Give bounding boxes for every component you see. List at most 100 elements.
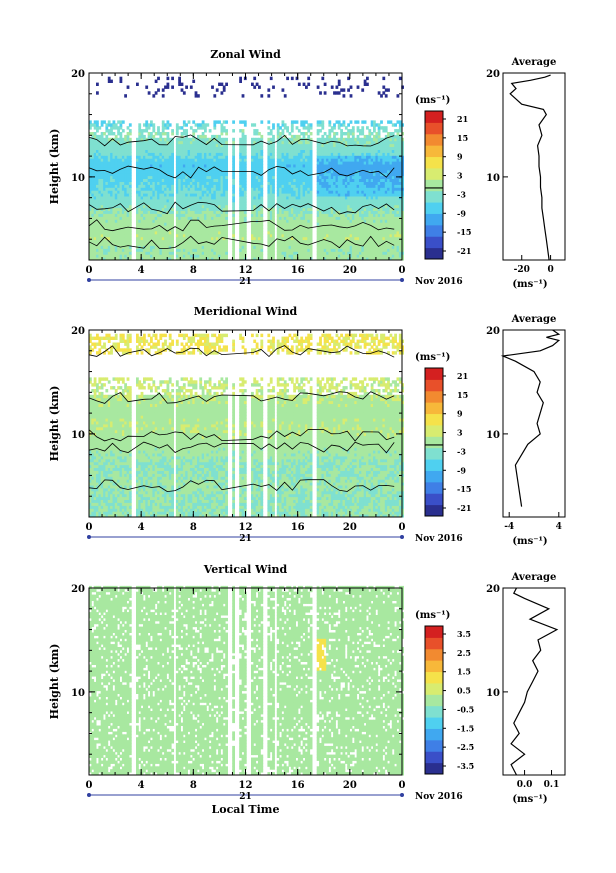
heatmap-cell: [288, 164, 292, 168]
heatmap-cell: [340, 190, 343, 194]
heatmap-cell: [307, 149, 311, 153]
heatmap-cell: [279, 248, 282, 252]
heatmap-cell: [189, 196, 193, 200]
heatmap-cell: [394, 228, 397, 232]
heatmap-cell: [241, 161, 245, 165]
heatmap-cell: [319, 248, 322, 252]
heatmap-cell: [382, 225, 386, 229]
heatmap-cell: [342, 228, 346, 232]
heatmap-cell: [283, 178, 287, 182]
heatmap-cell: [145, 181, 149, 185]
heatmap-cell: [114, 164, 118, 168]
heatmap-cell: [370, 210, 374, 214]
heatmap-cell: [136, 172, 139, 177]
heatmap-cell: [305, 178, 308, 182]
heatmap-cell: [342, 207, 346, 211]
heatmap-cell: [333, 216, 336, 220]
heatmap-cell: [356, 155, 360, 159]
heatmap-cell: [114, 166, 118, 171]
heatmap-cell: [175, 149, 179, 153]
heatmap-cell: [161, 233, 165, 238]
heatmap-cell: [114, 254, 118, 258]
heatmap-cell: [232, 219, 235, 223]
heatmap-cell: [326, 222, 329, 226]
heatmap-cell: [124, 169, 127, 174]
heatmap-cell: [267, 251, 271, 255]
heatmap-cell: [276, 210, 280, 214]
heatmap-cell: [335, 181, 339, 185]
heatmap-cell: [384, 196, 388, 200]
heatmap-cell: [387, 178, 390, 182]
heatmap-cell: [276, 181, 280, 185]
heatmap-cell: [340, 251, 343, 255]
heatmap-cell: [220, 222, 224, 226]
heatmap-cell: [140, 239, 144, 243]
heatmap-cell: [293, 187, 296, 191]
heatmap-cell: [281, 219, 285, 223]
heatmap-cell: [389, 198, 393, 203]
heatmap-cell: [222, 201, 226, 206]
heatmap-cell: [166, 149, 170, 153]
heatmap-cell: [110, 143, 113, 147]
heatmap-cell: [178, 143, 181, 147]
heatmap-cell: [384, 233, 388, 238]
heatmap-cell: [370, 254, 374, 258]
heatmap-cell: [363, 172, 367, 177]
heatmap-cell: [387, 230, 390, 235]
heatmap-cell: [91, 158, 95, 162]
heatmap-cell: [342, 230, 346, 235]
heatmap-cell: [330, 158, 334, 162]
heatmap-cell: [323, 201, 327, 206]
heatmap-cell: [232, 146, 235, 150]
heatmap-cell: [305, 158, 308, 162]
heatmap-cell: [189, 146, 193, 150]
heatmap-cell: [204, 164, 207, 168]
heatmap-cell: [204, 248, 207, 252]
heatmap-cell: [351, 222, 355, 226]
heatmap-cell: [370, 207, 374, 211]
heatmap-cell: [93, 245, 97, 249]
heatmap-cell: [387, 184, 390, 188]
heatmap-cell: [241, 222, 245, 226]
heatmap-cell: [225, 225, 228, 229]
heatmap-cell: [363, 245, 367, 249]
heatmap-cell: [258, 146, 261, 150]
heatmap-cell: [91, 257, 95, 261]
heatmap-cell: [185, 213, 188, 217]
heatmap-cell: [281, 181, 285, 185]
heatmap-cell: [356, 222, 360, 226]
heatmap-cell: [253, 190, 257, 194]
heatmap-cell: [178, 161, 181, 165]
heatmap-cell: [283, 204, 287, 209]
heatmap-cell: [93, 201, 97, 206]
heatmap-cell: [180, 251, 184, 255]
heatmap-cell: [251, 190, 254, 194]
heatmap-cell: [114, 187, 118, 191]
heatmap-cell: [112, 149, 116, 153]
heatmap-cell: [93, 169, 97, 174]
heatmap-cell: [384, 225, 388, 229]
heatmap-cell: [366, 198, 369, 203]
heatmap-cell: [297, 219, 301, 223]
heatmap-cell: [110, 152, 113, 156]
heatmap-cell: [239, 242, 242, 246]
heatmap-cell: [258, 225, 261, 229]
heatmap-cell: [389, 219, 393, 223]
heatmap-cell: [368, 161, 372, 165]
heatmap-cell: [401, 242, 404, 246]
heatmap-cell: [361, 225, 365, 229]
heatmap-cell: [110, 230, 113, 235]
heatmap-cell: [117, 187, 120, 191]
heatmap-cell: [211, 181, 214, 185]
heatmap-cell: [105, 216, 109, 220]
heatmap-cell: [333, 178, 336, 182]
heatmap-cell: [213, 169, 217, 174]
heatmap-cell: [377, 213, 381, 217]
heatmap-cell: [114, 233, 118, 238]
heatmap-cell: [356, 213, 360, 217]
heatmap-cell: [373, 257, 376, 261]
heatmap-cell: [93, 204, 97, 209]
heatmap-cell: [199, 248, 203, 252]
heatmap-cell: [382, 242, 386, 246]
heatmap-cell: [401, 257, 404, 261]
